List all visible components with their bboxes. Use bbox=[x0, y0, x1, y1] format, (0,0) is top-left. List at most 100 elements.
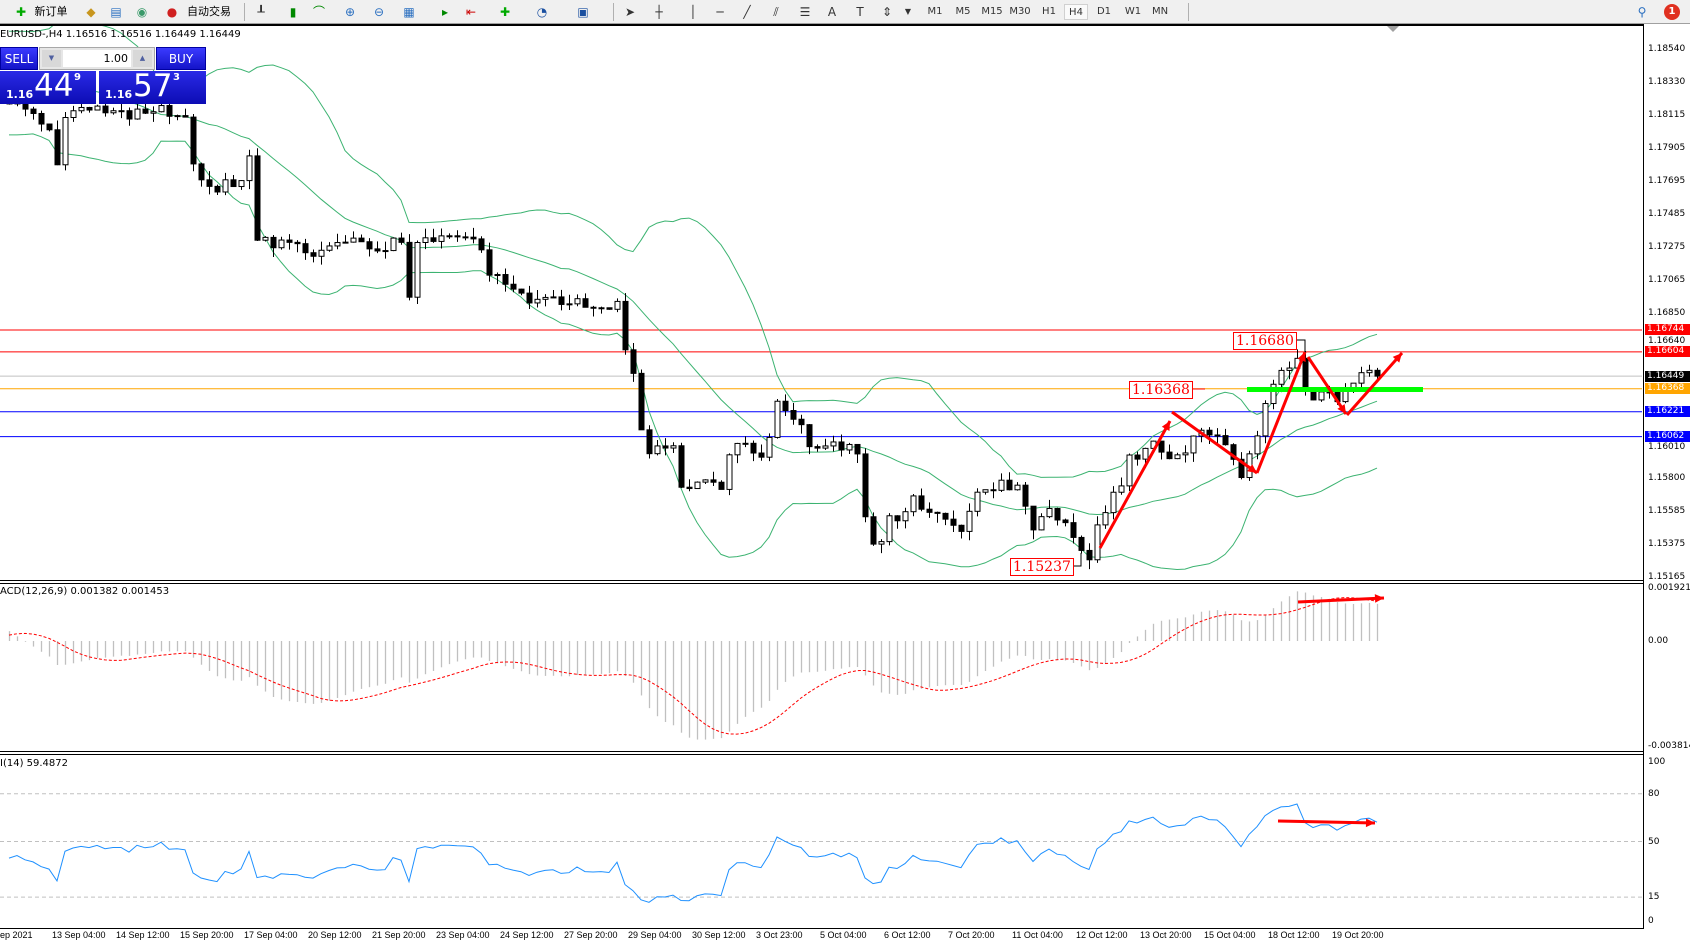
candle bbox=[246, 149, 253, 190]
equidistant-channel-icon[interactable]: ⫽ bbox=[773, 5, 779, 19]
lot-size-stepper: ▼ 1.00 ▲ bbox=[39, 47, 155, 70]
price-annotation-high[interactable]: 1.16680 bbox=[1233, 332, 1297, 350]
timeframe-m15[interactable]: M15 bbox=[981, 6, 1003, 17]
candle-body bbox=[334, 242, 341, 247]
candle-body bbox=[862, 453, 869, 518]
candle-body bbox=[1374, 369, 1381, 377]
lot-size-input[interactable]: 1.00 bbox=[63, 50, 131, 67]
toolbar: ✚ 新订单 ◆ ▤ ◉ ● 自动交易 ┸ ▮ ⌒ ⊕ ⊖ ▦ ▸ ⇤ ✚ ◔ ▣… bbox=[0, 0, 1690, 24]
zoom-in-icon[interactable]: ⊕ bbox=[344, 5, 356, 19]
timeframe-mn[interactable]: MN bbox=[1151, 6, 1169, 17]
candle-body bbox=[46, 123, 53, 131]
buy-price[interactable]: 1.16 57 3 bbox=[99, 68, 206, 104]
chart-shift-icon[interactable]: ⇤ bbox=[465, 5, 477, 19]
trendline-icon[interactable]: ╱ bbox=[743, 5, 751, 19]
candle-body bbox=[1238, 458, 1245, 479]
arrows-icon[interactable]: ⇕ bbox=[881, 5, 893, 19]
chevron-down-icon[interactable]: ▼ bbox=[904, 7, 912, 16]
candle-body bbox=[982, 489, 989, 493]
timeframe-m1[interactable]: M1 bbox=[927, 6, 943, 17]
candle bbox=[886, 513, 893, 546]
candle-body bbox=[1358, 372, 1365, 384]
timeframe-w1[interactable]: W1 bbox=[1124, 6, 1142, 17]
price-axis-label: 1.17695 bbox=[1648, 176, 1686, 187]
candle bbox=[1014, 482, 1021, 491]
candle bbox=[838, 434, 845, 457]
templates-icon[interactable]: ▣ bbox=[577, 5, 589, 19]
new-order-button[interactable]: 新订单 bbox=[34, 5, 68, 18]
candle bbox=[758, 444, 765, 461]
candle-body bbox=[622, 300, 629, 351]
auto-trading-icon[interactable]: ● bbox=[166, 5, 178, 19]
candle bbox=[878, 539, 885, 554]
time-axis-label: 21 Sep 20:00 bbox=[372, 930, 426, 940]
time-axis-label: 24 Sep 12:00 bbox=[500, 930, 554, 940]
candle-body bbox=[702, 479, 709, 483]
lot-decrease-button[interactable]: ▼ bbox=[42, 50, 61, 67]
candle-body bbox=[670, 445, 677, 449]
sell-button[interactable]: SELL bbox=[0, 47, 38, 70]
rsi-axis-label: 100 bbox=[1648, 757, 1666, 767]
candle bbox=[902, 507, 909, 529]
candle bbox=[502, 268, 509, 292]
candle bbox=[350, 231, 357, 243]
sell-price[interactable]: 1.16 44 9 bbox=[0, 68, 96, 104]
timeframe-h4[interactable]: H4 bbox=[1064, 4, 1088, 20]
periods-icon[interactable]: ◔ bbox=[536, 5, 548, 19]
market-watch-icon[interactable]: ◆ bbox=[86, 5, 96, 19]
candle bbox=[1006, 472, 1013, 491]
candle bbox=[1118, 477, 1125, 495]
cursor-icon[interactable]: ➤ bbox=[624, 5, 636, 19]
candlestick-chart-icon[interactable]: ▮ bbox=[289, 5, 297, 19]
notification-badge[interactable]: 1 bbox=[1664, 4, 1680, 20]
one-click-trading-panel: SELL ▼ 1.00 ▲ BUY 1.16 44 9 1.16 57 3 bbox=[0, 47, 206, 104]
candle-body bbox=[54, 129, 61, 166]
candle bbox=[110, 107, 117, 115]
auto-scroll-icon[interactable]: ▸ bbox=[441, 5, 449, 19]
text-icon[interactable]: A bbox=[827, 5, 837, 19]
candle bbox=[222, 172, 229, 196]
candle-body bbox=[838, 441, 845, 451]
new-order-icon[interactable]: ✚ bbox=[15, 5, 27, 19]
crosshair-icon[interactable]: ┼ bbox=[655, 5, 663, 19]
bar-chart-icon[interactable]: ┸ bbox=[257, 5, 265, 19]
timeframe-d1[interactable]: D1 bbox=[1096, 6, 1112, 17]
timeframe-m30[interactable]: M30 bbox=[1009, 6, 1031, 17]
candle bbox=[1182, 445, 1189, 463]
price-annotation-low[interactable]: 1.15237 bbox=[1010, 558, 1074, 576]
tile-windows-icon[interactable]: ▦ bbox=[403, 5, 415, 19]
timeframe-h1[interactable]: H1 bbox=[1042, 6, 1056, 17]
candle-body bbox=[1318, 391, 1325, 401]
annotation-connector bbox=[1073, 553, 1082, 567]
search-icon[interactable]: ⚲ bbox=[1637, 5, 1647, 19]
candle-body bbox=[158, 105, 165, 113]
line-chart-icon[interactable]: ⌒ bbox=[312, 5, 325, 19]
lot-increase-button[interactable]: ▲ bbox=[133, 50, 152, 67]
zoom-out-icon[interactable]: ⊖ bbox=[373, 5, 385, 19]
navigator-icon[interactable]: ▤ bbox=[110, 5, 122, 19]
candle bbox=[918, 488, 925, 512]
fibonacci-icon[interactable]: ☰ bbox=[799, 5, 811, 19]
candle bbox=[1286, 361, 1293, 380]
candle-body bbox=[758, 452, 765, 458]
macd-axis-label: 0.00 bbox=[1648, 636, 1669, 646]
price-annotation-mid[interactable]: 1.16368 bbox=[1129, 381, 1193, 399]
signals-icon[interactable]: ◉ bbox=[136, 5, 148, 19]
horizontal-line-icon[interactable]: ─ bbox=[716, 5, 724, 19]
candle bbox=[166, 103, 173, 125]
vertical-line-icon[interactable]: │ bbox=[689, 5, 697, 19]
candle bbox=[398, 232, 405, 245]
time-axis-label: 20 Sep 12:00 bbox=[308, 930, 362, 940]
buy-button[interactable]: BUY bbox=[156, 47, 206, 70]
text-label-icon[interactable]: T bbox=[856, 5, 864, 19]
auto-trading-button[interactable]: 自动交易 bbox=[187, 5, 231, 18]
candle bbox=[782, 394, 789, 416]
indicators-icon[interactable]: ✚ bbox=[499, 5, 511, 19]
bollinger-middle bbox=[9, 82, 1378, 516]
candle bbox=[1206, 427, 1213, 444]
candle-body bbox=[878, 541, 885, 545]
price-tag: 1.16449 bbox=[1645, 370, 1690, 382]
timeframe-m5[interactable]: M5 bbox=[955, 6, 971, 17]
candle bbox=[1134, 451, 1141, 466]
